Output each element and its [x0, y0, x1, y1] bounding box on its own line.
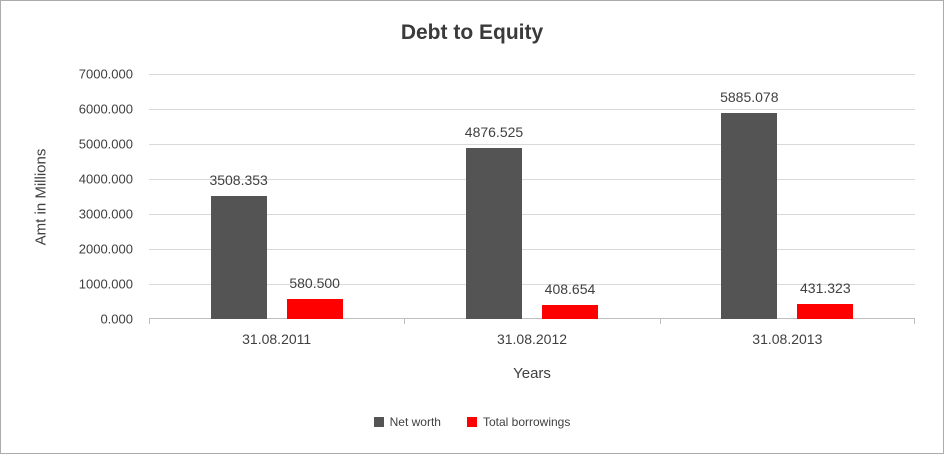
y-tick-label: 7000.000 [78, 66, 133, 82]
y-gridline [149, 284, 915, 285]
data-label: 5885.078 [720, 89, 779, 106]
y-tick-label: 1000.000 [78, 276, 133, 292]
x-axis-line [149, 318, 915, 319]
bar-total-borrowings[interactable]: 580.500 [286, 275, 343, 319]
x-tick-label: 31.08.2011 [242, 331, 312, 347]
y-gridline [149, 144, 915, 145]
y-gridline [149, 74, 915, 75]
y-tick-label: 6000.000 [78, 101, 133, 117]
legend: Net worth Total borrowings [1, 415, 943, 429]
bar-net-worth[interactable]: 5885.078 [720, 89, 779, 319]
x-axis-tickmark [404, 319, 405, 324]
bar-total-borrowings[interactable]: 408.654 [541, 281, 598, 319]
x-axis-tickmark [149, 319, 150, 324]
data-label: 3508.353 [209, 172, 268, 189]
bar-total-borrowings[interactable]: 431.323 [797, 280, 854, 319]
data-label: 4876.525 [464, 124, 524, 141]
legend-item-net-worth[interactable]: Net worth [373, 415, 441, 429]
data-label: 580.500 [289, 274, 340, 291]
bar-group: 4876.525 408.654 [404, 74, 659, 319]
y-tick-label: 3000.000 [78, 206, 133, 222]
y-gridline [149, 249, 915, 250]
x-axis-tickmark [914, 319, 915, 324]
bar-net-worth[interactable]: 3508.353 [209, 172, 268, 319]
legend-label: Net worth [389, 415, 441, 429]
bar-group: 3508.353 580.500 [149, 74, 404, 319]
bar-group: 5885.078 431.323 [660, 74, 915, 319]
y-tick-label: 2000.000 [78, 241, 133, 257]
x-axis-tickmark [660, 319, 661, 324]
x-tick-label: 31.08.2013 [752, 331, 823, 347]
data-label: 431.323 [800, 279, 851, 296]
bar-net-worth[interactable]: 4876.525 [465, 124, 523, 319]
y-axis: 0.000 1000.000 2000.000 3000.000 4000.000 500… [1, 67, 141, 327]
y-tick-label: 5000.000 [78, 136, 133, 152]
x-axis: 31.08.2011 31.08.2012 31.08.2013 [149, 331, 915, 347]
data-label: 408.654 [544, 280, 596, 297]
legend-swatch-icon [466, 417, 477, 427]
chart-title: Debt to Equity [400, 21, 544, 44]
y-gridline [149, 179, 915, 180]
legend-label: Total borrowings [482, 415, 571, 429]
y-tick-label: 0.000 [100, 311, 133, 327]
y-gridline [149, 109, 915, 110]
x-tick-label: 31.08.2012 [496, 331, 568, 347]
legend-item-total-borrowings[interactable]: Total borrowings [466, 415, 571, 429]
legend-swatch-icon [373, 417, 384, 427]
y-tick-label: 4000.000 [78, 171, 133, 187]
x-axis-title: Years [513, 365, 551, 382]
y-gridline [149, 214, 915, 215]
plot-area: 3508.353 580.500 4876.525 408.654 5885.078 43… [149, 74, 915, 324]
